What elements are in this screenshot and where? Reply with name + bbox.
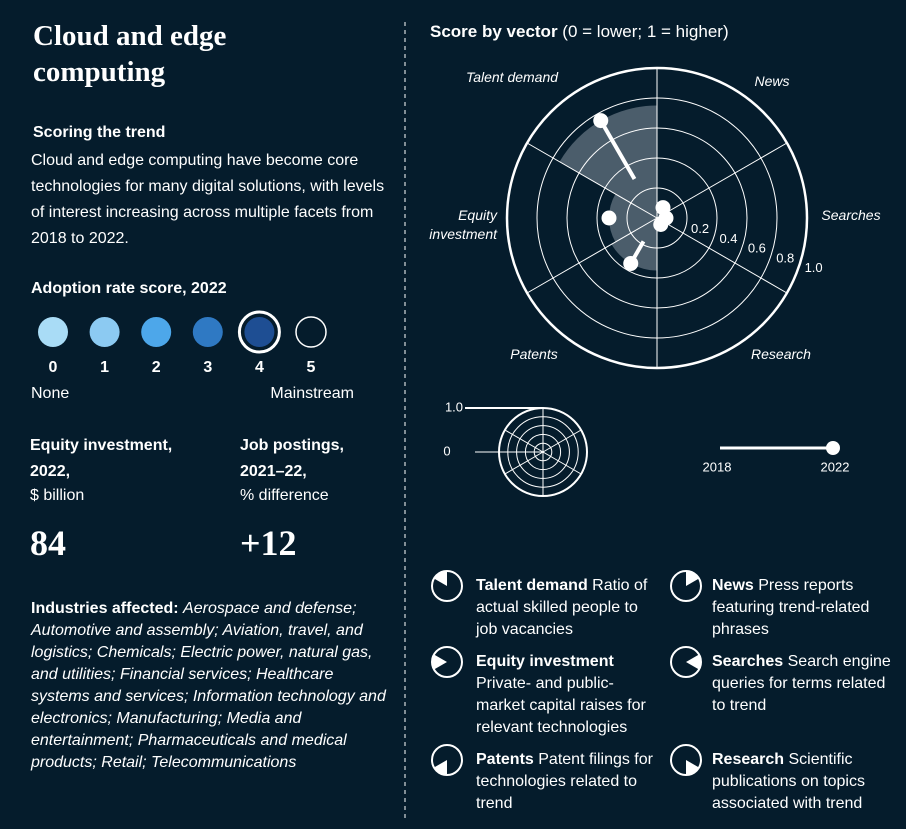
vector-description: Scientific publications on topics associ… bbox=[712, 751, 865, 812]
industries: Industries affected: Aerospace and defen… bbox=[31, 598, 391, 774]
r-tick-label: 0.4 bbox=[719, 231, 737, 246]
adoption-title: Adoption rate score, 2022 bbox=[31, 280, 227, 297]
sector-line bbox=[656, 142, 788, 219]
score-dot bbox=[593, 113, 609, 129]
r-tick-label: 1.0 bbox=[805, 260, 823, 275]
vector-description: Press reports featuring trend-related ph… bbox=[712, 577, 870, 638]
low-label: None bbox=[31, 385, 70, 402]
level-label: 3 bbox=[203, 359, 212, 376]
level-label: 0 bbox=[49, 359, 58, 376]
jobs-title: Job postings, 2021–22, bbox=[240, 437, 344, 480]
slider-label: 2022 bbox=[821, 459, 850, 474]
level-dot bbox=[244, 317, 275, 347]
score-dot bbox=[623, 255, 639, 271]
scale-label: 1.0 bbox=[445, 399, 463, 414]
vector-description: Private- and public-market capital raise… bbox=[476, 675, 646, 736]
category-label: Searches bbox=[821, 207, 881, 223]
vector-icon-sector bbox=[686, 760, 699, 775]
high-label: Mainstream bbox=[270, 385, 354, 402]
r-tick-label: 0.2 bbox=[691, 221, 709, 236]
jobs-value: +12 bbox=[240, 523, 297, 563]
score-ring bbox=[237, 310, 281, 354]
chart-title: Score by vector bbox=[430, 22, 558, 41]
level-dot bbox=[38, 317, 68, 347]
r-tick-label: 0.6 bbox=[748, 241, 766, 256]
vector-icon-sector bbox=[434, 760, 447, 775]
vector-description: Ratio of actual skilled people to job va… bbox=[476, 577, 648, 638]
vector-legend: Talent demand Ratio of actual skilled pe… bbox=[476, 575, 661, 641]
equity-value: 84 bbox=[30, 523, 66, 563]
industries-text: Aerospace and defense; Automotive and as… bbox=[31, 600, 386, 771]
vector-name: Patents bbox=[476, 751, 534, 768]
vector-icon-sector bbox=[686, 571, 699, 586]
score-area bbox=[559, 105, 657, 218]
vector-legend: Equity investment Private- and public-ma… bbox=[476, 651, 661, 739]
vector-name: Equity investment bbox=[476, 653, 614, 670]
level-label: 4 bbox=[255, 359, 264, 376]
subtitle: Scoring the trend bbox=[33, 124, 166, 141]
industries-label: Industries affected: bbox=[31, 600, 179, 617]
category-label: Patents bbox=[510, 346, 558, 362]
vector-name: News bbox=[712, 577, 754, 594]
scale-spoke bbox=[504, 429, 544, 453]
slider-handle bbox=[826, 441, 840, 455]
category-label: News bbox=[754, 73, 790, 89]
level-label: 1 bbox=[100, 359, 109, 376]
score-area bbox=[609, 194, 657, 242]
description: Cloud and edge computing have become cor… bbox=[31, 152, 385, 247]
score-dot bbox=[653, 216, 669, 232]
vector-legend: Patents Patent filings for technologies … bbox=[476, 749, 661, 815]
sector-line bbox=[526, 142, 658, 219]
level-dot bbox=[141, 317, 172, 347]
vector-icon-sector bbox=[686, 654, 701, 670]
sector-line bbox=[656, 217, 788, 294]
category-label: Equity investment bbox=[429, 207, 497, 242]
level-dot bbox=[192, 317, 223, 347]
vector-legend: News Press reports featuring trend-relat… bbox=[712, 575, 892, 641]
level-label: 2 bbox=[152, 359, 161, 376]
equity-unit: $ billion bbox=[30, 487, 85, 504]
vector-name: Searches bbox=[712, 653, 784, 670]
chart-subtitle: (0 = lower; 1 = higher) bbox=[562, 22, 729, 41]
chart-heading: Score by vector (0 = lower; 1 = higher) bbox=[430, 22, 729, 42]
change-line bbox=[599, 119, 637, 181]
r-tick-label: 0.8 bbox=[776, 250, 794, 265]
level-dot bbox=[295, 316, 327, 348]
score-dot bbox=[601, 210, 617, 226]
title: Cloud and edge computing bbox=[33, 20, 227, 88]
equity-title: Equity investment, 2022, bbox=[30, 437, 173, 480]
vector-icon-sector bbox=[432, 654, 447, 670]
score-area bbox=[611, 218, 657, 271]
vector-legend: Research Scientific publications on topi… bbox=[712, 749, 892, 815]
jobs-unit: % difference bbox=[240, 487, 329, 504]
vector-description: Patent filings for technologies related … bbox=[476, 751, 653, 812]
level-dot bbox=[89, 317, 120, 347]
slider-label: 2018 bbox=[703, 459, 732, 474]
vector-icon-sector bbox=[434, 571, 447, 586]
scale-spoke bbox=[504, 451, 544, 475]
vector-legend: Searches Search engine queries for terms… bbox=[712, 651, 892, 717]
scale-label: 0 bbox=[443, 443, 450, 458]
category-label: Research bbox=[751, 346, 811, 362]
level-label: 5 bbox=[307, 359, 316, 376]
scale-spoke bbox=[542, 429, 582, 453]
sector-line bbox=[526, 217, 658, 294]
vector-description: Search engine queries for terms related … bbox=[712, 653, 891, 714]
category-label: Talent demand bbox=[465, 69, 559, 85]
scale-spoke bbox=[542, 451, 582, 475]
vector-name: Research bbox=[712, 751, 785, 768]
vector-name: Talent demand bbox=[476, 577, 588, 594]
